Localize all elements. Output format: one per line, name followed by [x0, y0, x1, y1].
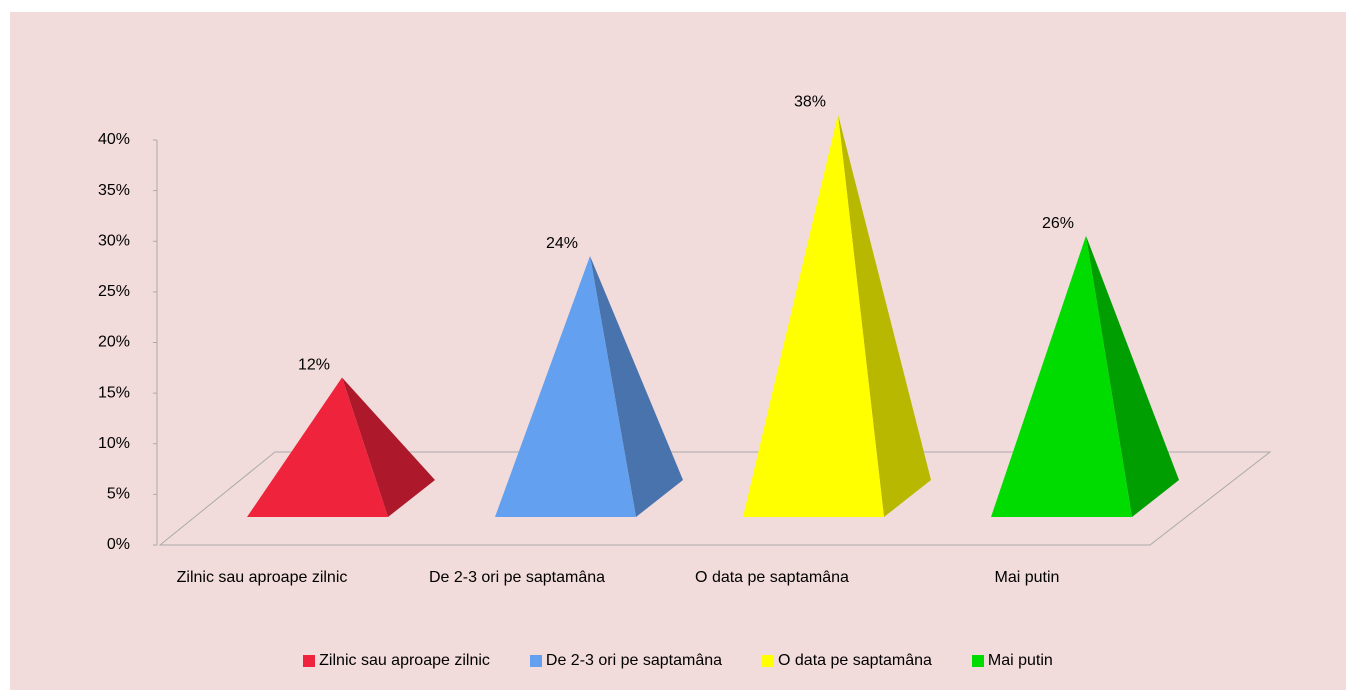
legend-item: De 2-3 ori pe saptamâna: [529, 652, 723, 670]
data-label: 24%: [546, 235, 578, 252]
data-label: 12%: [298, 357, 330, 374]
y-tick-label: 10%: [98, 435, 130, 452]
x-tick-label: Zilnic sau aproape zilnic: [176, 569, 348, 586]
y-tick-label: 0%: [107, 536, 130, 553]
floor: [158, 451, 1272, 546]
data-label: 38%: [794, 93, 826, 110]
y-tick-label: 35%: [98, 182, 130, 199]
legend-item: Mai putin: [971, 652, 1053, 670]
pyramid-side: [838, 114, 931, 517]
legend: Zilnic sau aproape zilnic De 2-3 ori pe s…: [10, 652, 1346, 670]
x-tick-label: O data pe saptamâna: [695, 569, 849, 586]
pyramid-side: [1086, 235, 1179, 517]
legend-swatch: [529, 655, 542, 667]
legend-swatch: [971, 655, 984, 667]
y-tick-label: 25%: [98, 283, 130, 300]
y-tick-label: 5%: [107, 486, 130, 503]
legend-item: Zilnic sau aproape zilnic: [303, 652, 490, 670]
pyramid: [247, 377, 388, 517]
pyramid-side: [590, 256, 683, 517]
data-label: 26%: [1042, 215, 1074, 232]
legend-label: Mai putin: [987, 652, 1053, 669]
y-tick-label: 20%: [98, 334, 130, 351]
pyramid: [495, 256, 636, 517]
x-tick-label: Mai putin: [994, 569, 1060, 586]
legend-item: O data pe saptamâna: [762, 652, 932, 670]
legend-label: Zilnic sau aproape zilnic: [319, 652, 490, 669]
y-tick-label: 30%: [98, 232, 130, 249]
legend-label: O data pe saptamâna: [778, 652, 932, 669]
y-tick-label: 40%: [98, 131, 130, 148]
pyramid-side: [342, 377, 435, 517]
x-tick-label: De 2-3 ori pe saptamâna: [428, 569, 606, 586]
legend-swatch: [303, 655, 316, 667]
pyramid: [743, 114, 884, 517]
y-tick-label: 15%: [98, 384, 130, 401]
legend-swatch: [762, 655, 775, 667]
legend-label: De 2-3 ori pe saptamâna: [545, 652, 723, 669]
pyramid: [991, 235, 1132, 517]
